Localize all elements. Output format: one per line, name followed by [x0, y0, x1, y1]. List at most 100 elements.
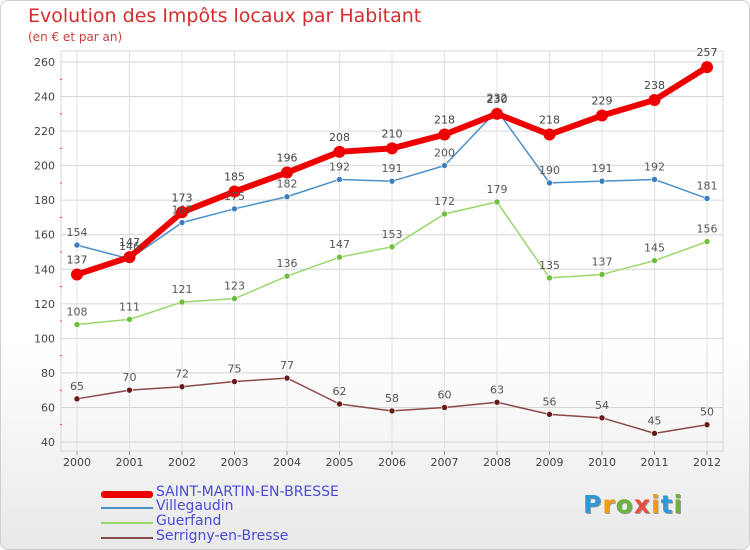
x-tick-label: 2009: [536, 456, 564, 469]
x-tick-label: 2012: [693, 456, 721, 469]
data-label: 210: [382, 127, 403, 140]
data-label: 45: [648, 414, 662, 427]
data-label: 175: [224, 190, 245, 203]
data-point: [73, 321, 81, 328]
legend-label: SAINT-MARTIN-EN-BRESSE: [156, 484, 339, 500]
data-point: [126, 386, 133, 394]
logo-letter: x: [633, 490, 651, 519]
data-label: 229: [592, 95, 613, 108]
data-point: [176, 206, 188, 219]
data-point: [543, 128, 556, 141]
data-label: 137: [592, 255, 613, 268]
data-label: 200: [434, 147, 455, 160]
y-tick-label: 220: [34, 125, 55, 138]
data-point: [178, 298, 186, 306]
x-tick-label: 2007: [431, 456, 459, 469]
data-label: 230: [487, 93, 508, 106]
data-label: 173: [172, 191, 193, 204]
data-label: 56: [543, 395, 557, 408]
y-tick-label: 120: [34, 298, 55, 311]
data-label: 136: [277, 257, 298, 270]
data-point: [596, 109, 608, 122]
y-tick-label: 160: [34, 229, 55, 242]
data-point: [388, 407, 396, 415]
data-point: [493, 398, 501, 406]
data-label: 181: [697, 179, 718, 192]
legend-swatch: [101, 522, 153, 524]
data-label: 123: [224, 280, 245, 293]
data-point: [178, 219, 186, 226]
data-label: 54: [595, 399, 609, 412]
data-point: [283, 272, 291, 280]
data-point: [546, 411, 553, 418]
data-label: 218: [539, 114, 560, 127]
legend-item-serrigny: Serrigny-en-Bresse: [101, 528, 361, 545]
data-label: 191: [592, 162, 613, 175]
chart-subtitle: (en € et par an): [28, 30, 123, 44]
data-point: [703, 421, 711, 429]
data-point: [651, 176, 658, 183]
data-label: 238: [644, 79, 665, 92]
legend-label: Serrigny-en-Bresse: [156, 528, 289, 544]
data-label: 154: [67, 226, 88, 239]
data-label: 196: [277, 152, 298, 165]
data-point: [281, 166, 293, 179]
data-label: 75: [228, 363, 242, 376]
data-label: 58: [385, 392, 399, 405]
y-tick-label: 140: [34, 263, 55, 276]
data-label: 111: [119, 300, 140, 313]
x-tick-label: 2011: [641, 456, 669, 469]
data-point: [333, 145, 346, 158]
x-tick-label: 2002: [168, 456, 196, 469]
legend-item-saint-martin: SAINT-MARTIN-EN-BRESSE: [101, 484, 361, 501]
data-label: 190: [539, 164, 560, 177]
legend-swatch: [101, 537, 153, 539]
x-tick-label: 2004: [273, 456, 301, 469]
data-label: 179: [487, 183, 508, 196]
data-label: 65: [70, 380, 84, 393]
data-label: 153: [382, 228, 403, 241]
data-point: [228, 185, 241, 198]
data-point: [598, 177, 606, 185]
data-label: 232: [487, 91, 508, 104]
data-point: [546, 179, 553, 187]
data-label: 70: [123, 371, 137, 384]
data-point: [388, 177, 396, 185]
data-point: [231, 205, 238, 213]
x-tick-label: 2010: [588, 456, 616, 469]
x-tick-label: 2008: [483, 456, 511, 469]
y-tick-label: 80: [41, 367, 55, 380]
data-label: 72: [175, 368, 189, 381]
data-point: [703, 195, 711, 202]
data-point: [336, 400, 343, 408]
x-tick-label: 2003: [221, 456, 249, 469]
data-label: 145: [644, 242, 665, 255]
data-label: 156: [697, 223, 718, 236]
data-label: 62: [333, 385, 347, 398]
logo-letter: r: [602, 490, 616, 519]
data-point: [73, 241, 81, 249]
data-label: 208: [329, 131, 350, 144]
logo-letter: o: [615, 490, 634, 519]
legend-label: Guerfand: [156, 513, 222, 529]
chart-title: Evolution des Impôts locaux par Habitant: [28, 5, 422, 27]
data-point: [651, 257, 658, 264]
data-point: [598, 271, 606, 278]
data-point: [123, 251, 136, 264]
data-point: [231, 295, 238, 302]
data-label: 218: [434, 114, 455, 127]
y-tick-label: 100: [34, 332, 55, 345]
data-point: [283, 193, 291, 201]
data-label: 63: [490, 383, 504, 396]
data-point: [648, 94, 661, 106]
data-label: 147: [119, 236, 140, 249]
data-point: [438, 128, 451, 141]
data-point: [598, 414, 606, 422]
data-label: 182: [277, 178, 298, 191]
logo-letter: P: [583, 490, 603, 519]
data-point: [178, 383, 186, 391]
proxiti-logo: Proxiti: [583, 490, 683, 519]
data-label: 60: [438, 388, 452, 401]
data-point: [336, 176, 343, 183]
